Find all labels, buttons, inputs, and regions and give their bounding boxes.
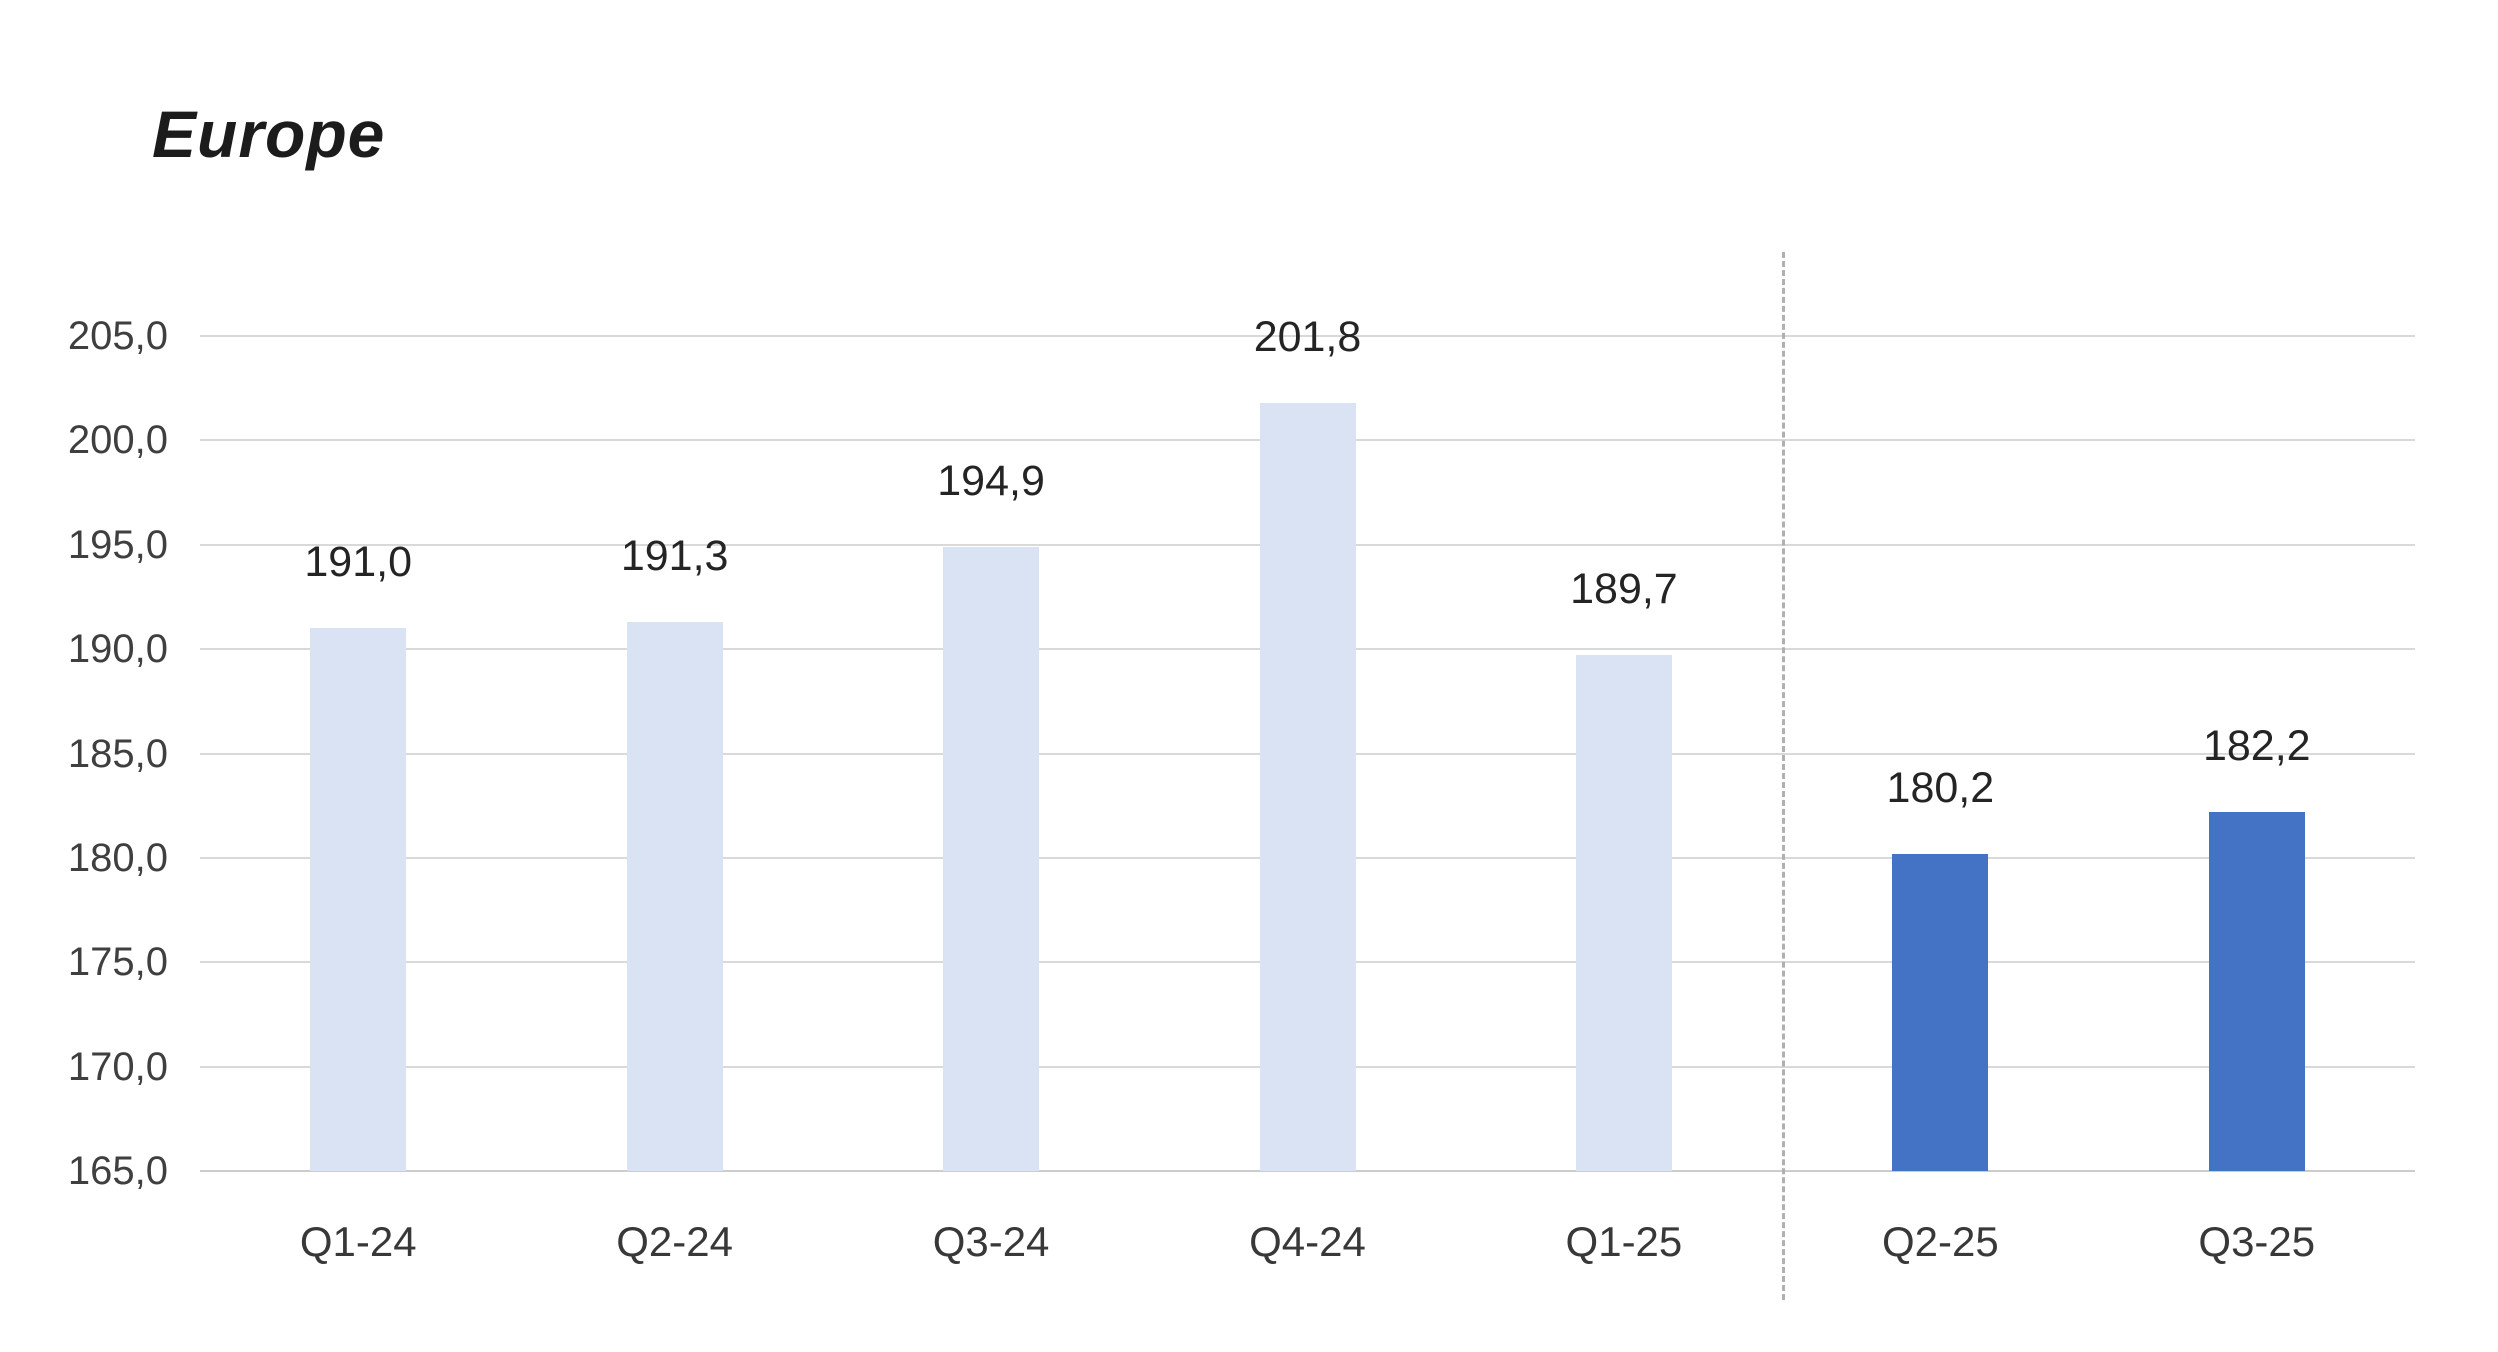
bar	[1575, 655, 1672, 1171]
y-axis-tick-label: 200,0	[67, 418, 168, 463]
y-axis-tick-label: 185,0	[67, 731, 168, 776]
bar	[1259, 402, 1356, 1171]
y-axis-tick-label: 195,0	[67, 522, 168, 567]
bar-value-label: 180,2	[1886, 763, 1995, 812]
bar-value-label: 191,3	[620, 531, 729, 580]
y-axis-tick-label: 170,0	[67, 1044, 168, 1089]
chart-title: Europe	[152, 97, 386, 171]
bar	[1892, 853, 1989, 1171]
bar-value-label: 182,2	[2202, 721, 2311, 770]
x-axis-tick-label: Q2-24	[616, 1218, 733, 1265]
bar	[2208, 811, 2305, 1171]
bar-value-label: 191,0	[304, 538, 412, 587]
x-axis-tick-label: Q4-24	[1249, 1218, 1366, 1265]
forecast-separator-line	[1782, 252, 1786, 1300]
x-axis-tick-label: Q1-25	[1565, 1218, 1683, 1265]
x-axis-tick-label: Q3-24	[932, 1218, 1050, 1265]
bar	[943, 546, 1040, 1171]
bar	[626, 621, 723, 1171]
bar-value-label: 194,9	[937, 456, 1045, 505]
x-axis-tick-label: Q2-25	[1881, 1218, 1999, 1265]
y-axis-tick-label: 190,0	[67, 627, 168, 672]
bar	[310, 628, 407, 1171]
y-axis-tick-label: 205,0	[67, 314, 168, 358]
y-axis-tick-label: 165,0	[67, 1149, 168, 1193]
y-axis-tick-label: 180,0	[67, 835, 168, 880]
x-axis-tick-label: Q1-24	[299, 1218, 417, 1265]
gridline	[200, 1170, 2415, 1172]
bar-value-label: 201,8	[1253, 312, 1362, 361]
x-axis-tick-label: Q3-25	[2198, 1218, 2316, 1265]
gridline	[200, 335, 2415, 337]
y-axis-tick-label: 175,0	[67, 940, 168, 985]
bar-value-label: 189,7	[1570, 565, 1678, 614]
